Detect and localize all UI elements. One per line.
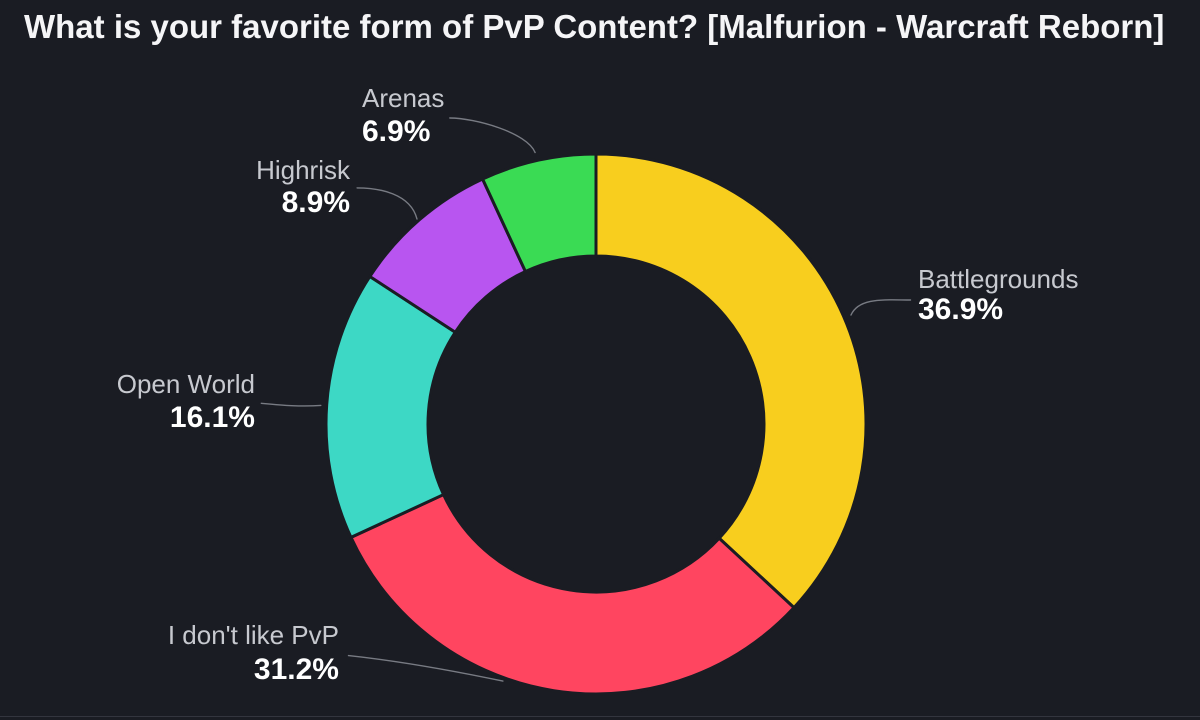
- svg-text:36.9%: 36.9%: [918, 293, 1003, 326]
- svg-text:Battlegrounds: Battlegrounds: [918, 264, 1078, 294]
- svg-text:6.9%: 6.9%: [362, 115, 430, 148]
- svg-text:16.1%: 16.1%: [170, 401, 255, 434]
- svg-text:Arenas: Arenas: [362, 83, 444, 113]
- svg-text:Open World: Open World: [117, 369, 255, 399]
- svg-text:8.9%: 8.9%: [282, 186, 350, 219]
- svg-text:31.2%: 31.2%: [254, 653, 339, 686]
- svg-text:I don't like PvP: I don't like PvP: [168, 620, 339, 650]
- svg-text:Highrisk: Highrisk: [256, 155, 351, 185]
